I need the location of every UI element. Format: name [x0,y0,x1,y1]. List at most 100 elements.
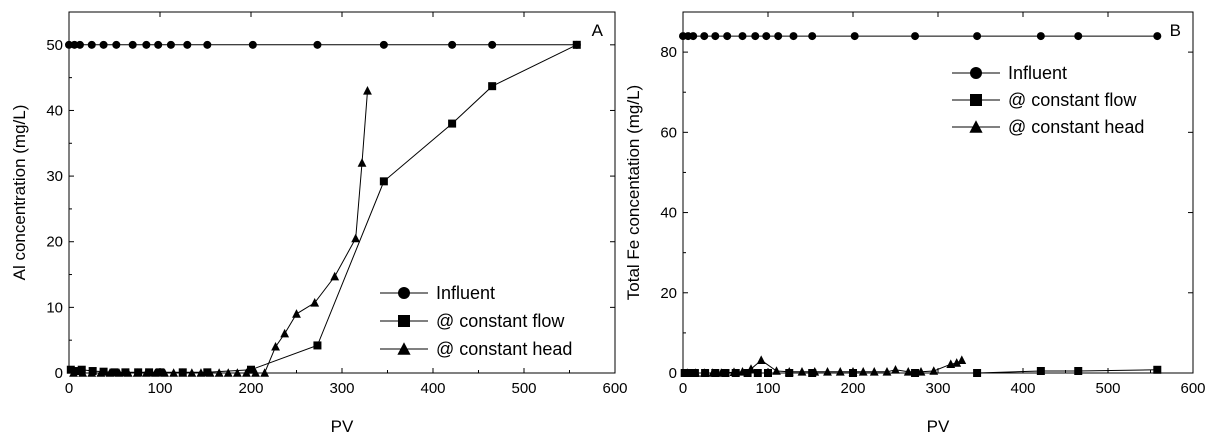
data-point [708,368,718,377]
data-point [151,368,160,377]
data-point [128,40,137,49]
data-point [105,368,115,377]
data-point [1153,365,1162,374]
data-point [729,367,739,376]
data-point [203,368,212,377]
data-point [156,368,164,377]
data-point [77,365,86,374]
data-point [154,40,163,49]
data-point [271,341,280,351]
data-point [99,40,108,49]
data-point [835,366,845,376]
data-point [72,367,81,376]
data-point [903,366,913,376]
data-point [313,40,322,49]
data-point [203,40,212,49]
series-triangle [69,85,372,377]
legend-entry: Influent [380,283,495,303]
data-point [114,368,124,377]
x-axis-label: PV [927,417,950,436]
data-point [1074,32,1083,41]
data-point [882,366,892,376]
x-tick-label: 400 [1010,380,1035,397]
data-point [723,32,732,41]
legend-label: @ constant flow [1008,90,1137,110]
y-tick-label: 40 [46,102,63,119]
legend-entry: @ constant flow [952,90,1137,110]
data-point [691,368,701,377]
data-point [75,40,84,49]
x-tick-label: 100 [147,380,172,397]
data-point [756,355,766,364]
data-point [488,40,497,49]
y-tick-label: 40 [660,205,677,222]
data-point [810,366,820,376]
y-axis-label: Total Fe concentation (mg/L) [624,85,643,300]
data-point [87,40,96,49]
x-tick-label: 200 [840,380,865,397]
legend: Influent @ constant flow @ constant head [380,283,572,359]
x-tick-label: 0 [65,380,73,397]
data-point [280,328,290,338]
series-circle [679,32,1162,41]
data-point [911,32,920,41]
data-point [858,366,868,376]
data-point [260,368,270,377]
data-point [132,368,142,377]
legend-marker [970,94,982,106]
y-axis-label: Al concentration (mg/L) [10,105,29,281]
data-point [488,82,497,91]
data-point [784,366,794,376]
data-point [808,32,817,41]
data-point [572,40,581,49]
legend-marker [969,120,983,133]
data-point [313,341,322,350]
data-point [205,368,215,377]
legend-entry: @ constant flow [380,311,565,331]
legend: Influent @ constant flow @ constant head [952,63,1144,137]
data-point [96,368,106,377]
data-point [248,40,257,49]
data-point [247,365,255,374]
x-axis-label: PV [331,417,354,436]
data-point [292,309,301,318]
data-point [738,366,747,376]
data-point [743,369,752,377]
data-point [689,32,698,41]
data-point [772,366,781,375]
x-tick-label: 500 [1095,380,1120,397]
data-point [166,40,175,49]
legend-label: Influent [1008,63,1067,83]
data-point [183,40,192,49]
data-point [738,32,747,41]
y-tick-label: 20 [660,285,677,302]
data-point [699,368,709,377]
panel-label: A [592,21,604,40]
y-tick-label: 60 [660,124,677,141]
data-point [178,368,188,377]
x-tick-label: 600 [602,380,627,397]
data-point [869,366,879,376]
series-circle [65,40,581,49]
data-point [680,369,689,377]
data-point [232,368,242,377]
data-point [123,368,133,377]
plot-frame [682,11,1194,374]
data-point [145,368,154,377]
x-tick-label: 400 [420,380,445,397]
x-tick-label: 0 [679,380,687,397]
y-tick-label: 0 [669,365,677,382]
y-tick-label: 80 [660,44,677,61]
legend-marker [397,342,411,355]
data-point [1036,32,1045,41]
y-tick-label: 30 [46,168,63,185]
x-tick-label: 200 [238,380,263,397]
data-point [99,367,108,376]
data-point [142,40,151,49]
data-point [121,368,130,377]
chart-panel-a: 0 100 200 300 400 500 600 0 10 20 30 40 50 PV Al conce… [10,11,628,436]
data-point [78,368,88,377]
data-point [223,368,233,377]
data-point [310,297,320,307]
legend-marker [398,287,410,299]
